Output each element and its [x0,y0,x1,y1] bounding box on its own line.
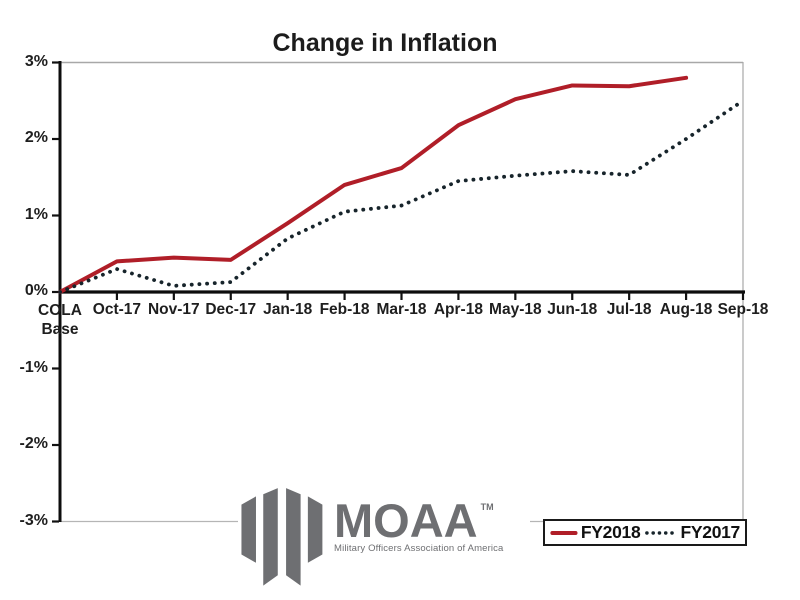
x-axis-label: Jan-18 [263,301,313,318]
x-axis-label: Nov-17 [147,301,200,318]
x-axis-label: May-18 [489,301,542,318]
series-line-fy2017 [58,98,745,294]
x-axis-label: COLA Base [38,302,82,339]
logo-trademark-mark: TM [480,502,494,512]
x-axis-label: Feb-18 [319,301,370,318]
y-axis-label: 2% [24,129,48,146]
moaa-shield-icon [241,488,323,586]
x-axis-label: Jul-18 [606,301,652,318]
y-axis-label: -2% [19,435,48,452]
y-axis-label: 3% [24,52,48,70]
legend-fy2018-swatch [550,530,578,535]
chart-title: Change in Inflation [272,29,498,57]
x-axis-label: Aug-18 [659,301,713,318]
y-axis-label: 1% [24,205,48,223]
y-axis-label: 0% [24,282,48,299]
x-axis-label: Apr-18 [433,301,483,318]
x-axis-label: Dec-17 [205,301,257,318]
logo-wordmark: MOAA [334,494,478,547]
axis-ticks [52,61,745,523]
x-axis-label: Mar-18 [376,301,427,318]
chart-legend: FY2018 FY2017 [543,519,747,546]
x-axis-label: Sep-18 [717,301,769,318]
moaa-logo: MOAA TM Military Officers Association of … [238,486,530,598]
legend-fy2017-swatch [645,530,677,535]
legend-fy2018-label: FY2018 [580,522,641,542]
y-axis-label: -3% [19,511,48,529]
logo-tagline: Military Officers Association of America [334,543,504,555]
y-axis-label: -1% [19,358,48,376]
x-axis-label: Oct-17 [92,301,142,318]
legend-fy2017-label: FY2017 [680,522,741,542]
moaa-logo-text: MOAA TM Military Officers Association of … [334,497,504,555]
series-line-fy2018 [58,75,689,294]
x-axis-label: Jun-18 [547,301,598,318]
series-lines [58,75,745,294]
